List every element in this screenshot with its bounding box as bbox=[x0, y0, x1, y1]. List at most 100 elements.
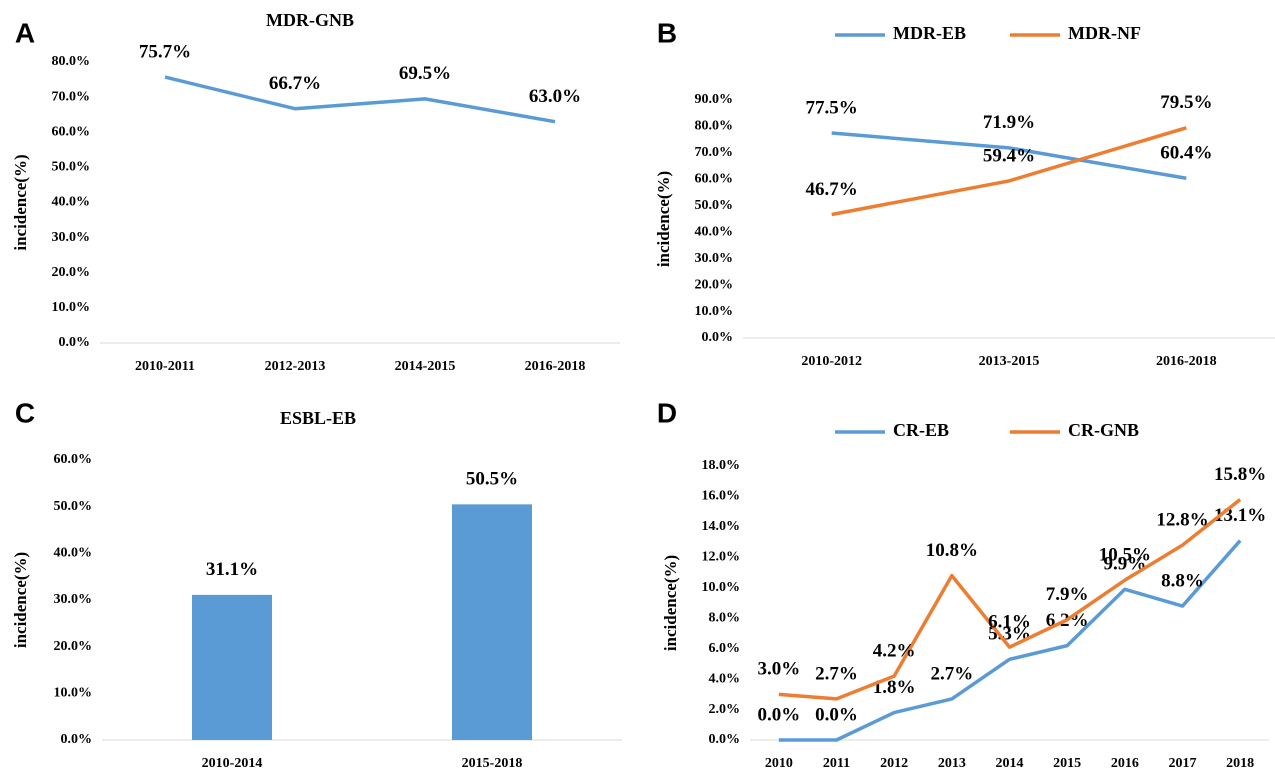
value-label: 12.8% bbox=[1156, 510, 1208, 531]
y-tick-label: 20.0% bbox=[54, 639, 93, 654]
value-label: 5.3% bbox=[988, 624, 1031, 645]
line bbox=[164, 75, 556, 124]
y-tick-label: 50.0% bbox=[54, 499, 93, 514]
y-axis-label: incidence(%) bbox=[661, 555, 680, 651]
y-axis-label: incidence(%) bbox=[11, 154, 30, 250]
bar bbox=[192, 594, 272, 740]
y-tick-label: 60.0% bbox=[52, 124, 91, 139]
x-tick-label: 2015-2018 bbox=[462, 756, 523, 771]
y-tick-label: 80.0% bbox=[695, 119, 734, 134]
y-tick-label: 8.0% bbox=[709, 610, 741, 625]
y-tick-label: 60.0% bbox=[695, 172, 734, 187]
value-label: 63.0% bbox=[529, 86, 581, 107]
value-label: 59.4% bbox=[983, 145, 1035, 166]
value-label: 7.9% bbox=[1046, 584, 1089, 605]
chart-title: MDR-GNB bbox=[266, 10, 354, 30]
value-label: 0.0% bbox=[815, 704, 858, 725]
x-tick-label: 2014-2015 bbox=[395, 359, 456, 374]
y-tick-label: 10.0% bbox=[54, 686, 93, 701]
line bbox=[831, 126, 1187, 217]
x-tick-label: 2016 bbox=[1111, 756, 1139, 771]
value-label: 2.7% bbox=[815, 663, 858, 684]
value-label: 9.9% bbox=[1103, 554, 1146, 575]
y-tick-label: 40.0% bbox=[54, 546, 93, 561]
y-tick-label: 0.0% bbox=[59, 335, 91, 350]
bar bbox=[452, 504, 532, 740]
y-tick-label: 50.0% bbox=[695, 198, 734, 213]
value-label: 6.1% bbox=[988, 612, 1031, 633]
y-tick-label: 20.0% bbox=[695, 277, 734, 292]
legend-label: MDR-EB bbox=[893, 23, 966, 43]
x-tick-label: 2013-2015 bbox=[979, 354, 1040, 369]
panel-letter: A bbox=[15, 17, 35, 48]
value-label: 10.8% bbox=[926, 540, 978, 561]
y-tick-label: 4.0% bbox=[709, 671, 741, 686]
value-label: 3.0% bbox=[757, 659, 800, 680]
x-tick-label: 2011 bbox=[823, 756, 850, 771]
value-label: 4.2% bbox=[873, 640, 916, 661]
y-tick-label: 50.0% bbox=[52, 160, 91, 175]
x-tick-label: 2012-2013 bbox=[265, 359, 326, 374]
y-tick-label: 12.0% bbox=[702, 550, 741, 565]
x-tick-label: 2010-2014 bbox=[202, 756, 263, 771]
y-tick-label: 10.0% bbox=[695, 304, 734, 319]
legend-label: CR-EB bbox=[893, 420, 949, 440]
chart-title: ESBL-EB bbox=[280, 408, 356, 428]
y-tick-label: 16.0% bbox=[702, 489, 741, 504]
legend-label: MDR-NF bbox=[1068, 23, 1141, 43]
y-tick-label: 40.0% bbox=[52, 195, 91, 210]
value-label: 75.7% bbox=[139, 41, 191, 62]
value-label: 69.5% bbox=[399, 63, 451, 84]
y-tick-label: 20.0% bbox=[52, 265, 91, 280]
value-label: 31.1% bbox=[206, 559, 258, 580]
x-tick-label: 2018 bbox=[1226, 756, 1254, 771]
x-tick-label: 2016-2018 bbox=[1156, 354, 1217, 369]
line bbox=[778, 539, 1242, 742]
line bbox=[778, 498, 1242, 701]
y-axis-label: incidence(%) bbox=[654, 171, 673, 267]
y-tick-label: 30.0% bbox=[695, 251, 734, 266]
y-tick-label: 70.0% bbox=[52, 89, 91, 104]
value-label: 1.8% bbox=[873, 677, 916, 698]
y-tick-label: 40.0% bbox=[695, 224, 734, 239]
y-tick-label: 10.0% bbox=[702, 580, 741, 595]
y-tick-label: 2.0% bbox=[709, 702, 741, 717]
panel-letter: B bbox=[657, 17, 677, 48]
value-label: 79.5% bbox=[1160, 92, 1212, 113]
y-tick-label: 60.0% bbox=[54, 452, 93, 467]
value-label: 71.9% bbox=[983, 112, 1035, 133]
value-label: 15.8% bbox=[1214, 464, 1266, 485]
y-tick-label: 0.0% bbox=[61, 732, 93, 747]
y-tick-label: 70.0% bbox=[695, 145, 734, 160]
y-tick-label: 18.0% bbox=[702, 458, 741, 473]
value-label: 60.4% bbox=[1160, 143, 1212, 164]
y-tick-label: 10.0% bbox=[52, 300, 91, 315]
y-tick-label: 0.0% bbox=[709, 732, 741, 747]
line bbox=[831, 131, 1187, 181]
x-tick-label: 2010 bbox=[765, 756, 793, 771]
y-tick-label: 30.0% bbox=[54, 592, 93, 607]
x-tick-label: 2012 bbox=[880, 756, 908, 771]
y-axis-label: incidence(%) bbox=[11, 552, 30, 648]
value-label: 77.5% bbox=[806, 97, 858, 118]
x-tick-label: 2010-2011 bbox=[135, 359, 195, 374]
y-tick-label: 30.0% bbox=[52, 230, 91, 245]
value-label: 0.0% bbox=[757, 704, 800, 725]
x-tick-label: 2013 bbox=[938, 756, 966, 771]
x-tick-label: 2014 bbox=[996, 756, 1024, 771]
y-tick-label: 80.0% bbox=[52, 54, 91, 69]
value-label: 46.7% bbox=[806, 179, 858, 200]
panel-letter: C bbox=[15, 397, 35, 428]
y-tick-label: 90.0% bbox=[695, 92, 734, 107]
value-label: 10.5% bbox=[1099, 545, 1151, 566]
legend-label: CR-GNB bbox=[1068, 420, 1139, 440]
y-tick-label: 6.0% bbox=[709, 641, 741, 656]
x-tick-label: 2017 bbox=[1169, 756, 1197, 771]
value-label: 50.5% bbox=[466, 469, 518, 490]
panel-letter: D bbox=[657, 397, 677, 428]
value-label: 2.7% bbox=[930, 663, 973, 684]
y-tick-label: 0.0% bbox=[702, 330, 734, 345]
y-tick-label: 14.0% bbox=[702, 519, 741, 534]
value-label: 66.7% bbox=[269, 73, 321, 94]
